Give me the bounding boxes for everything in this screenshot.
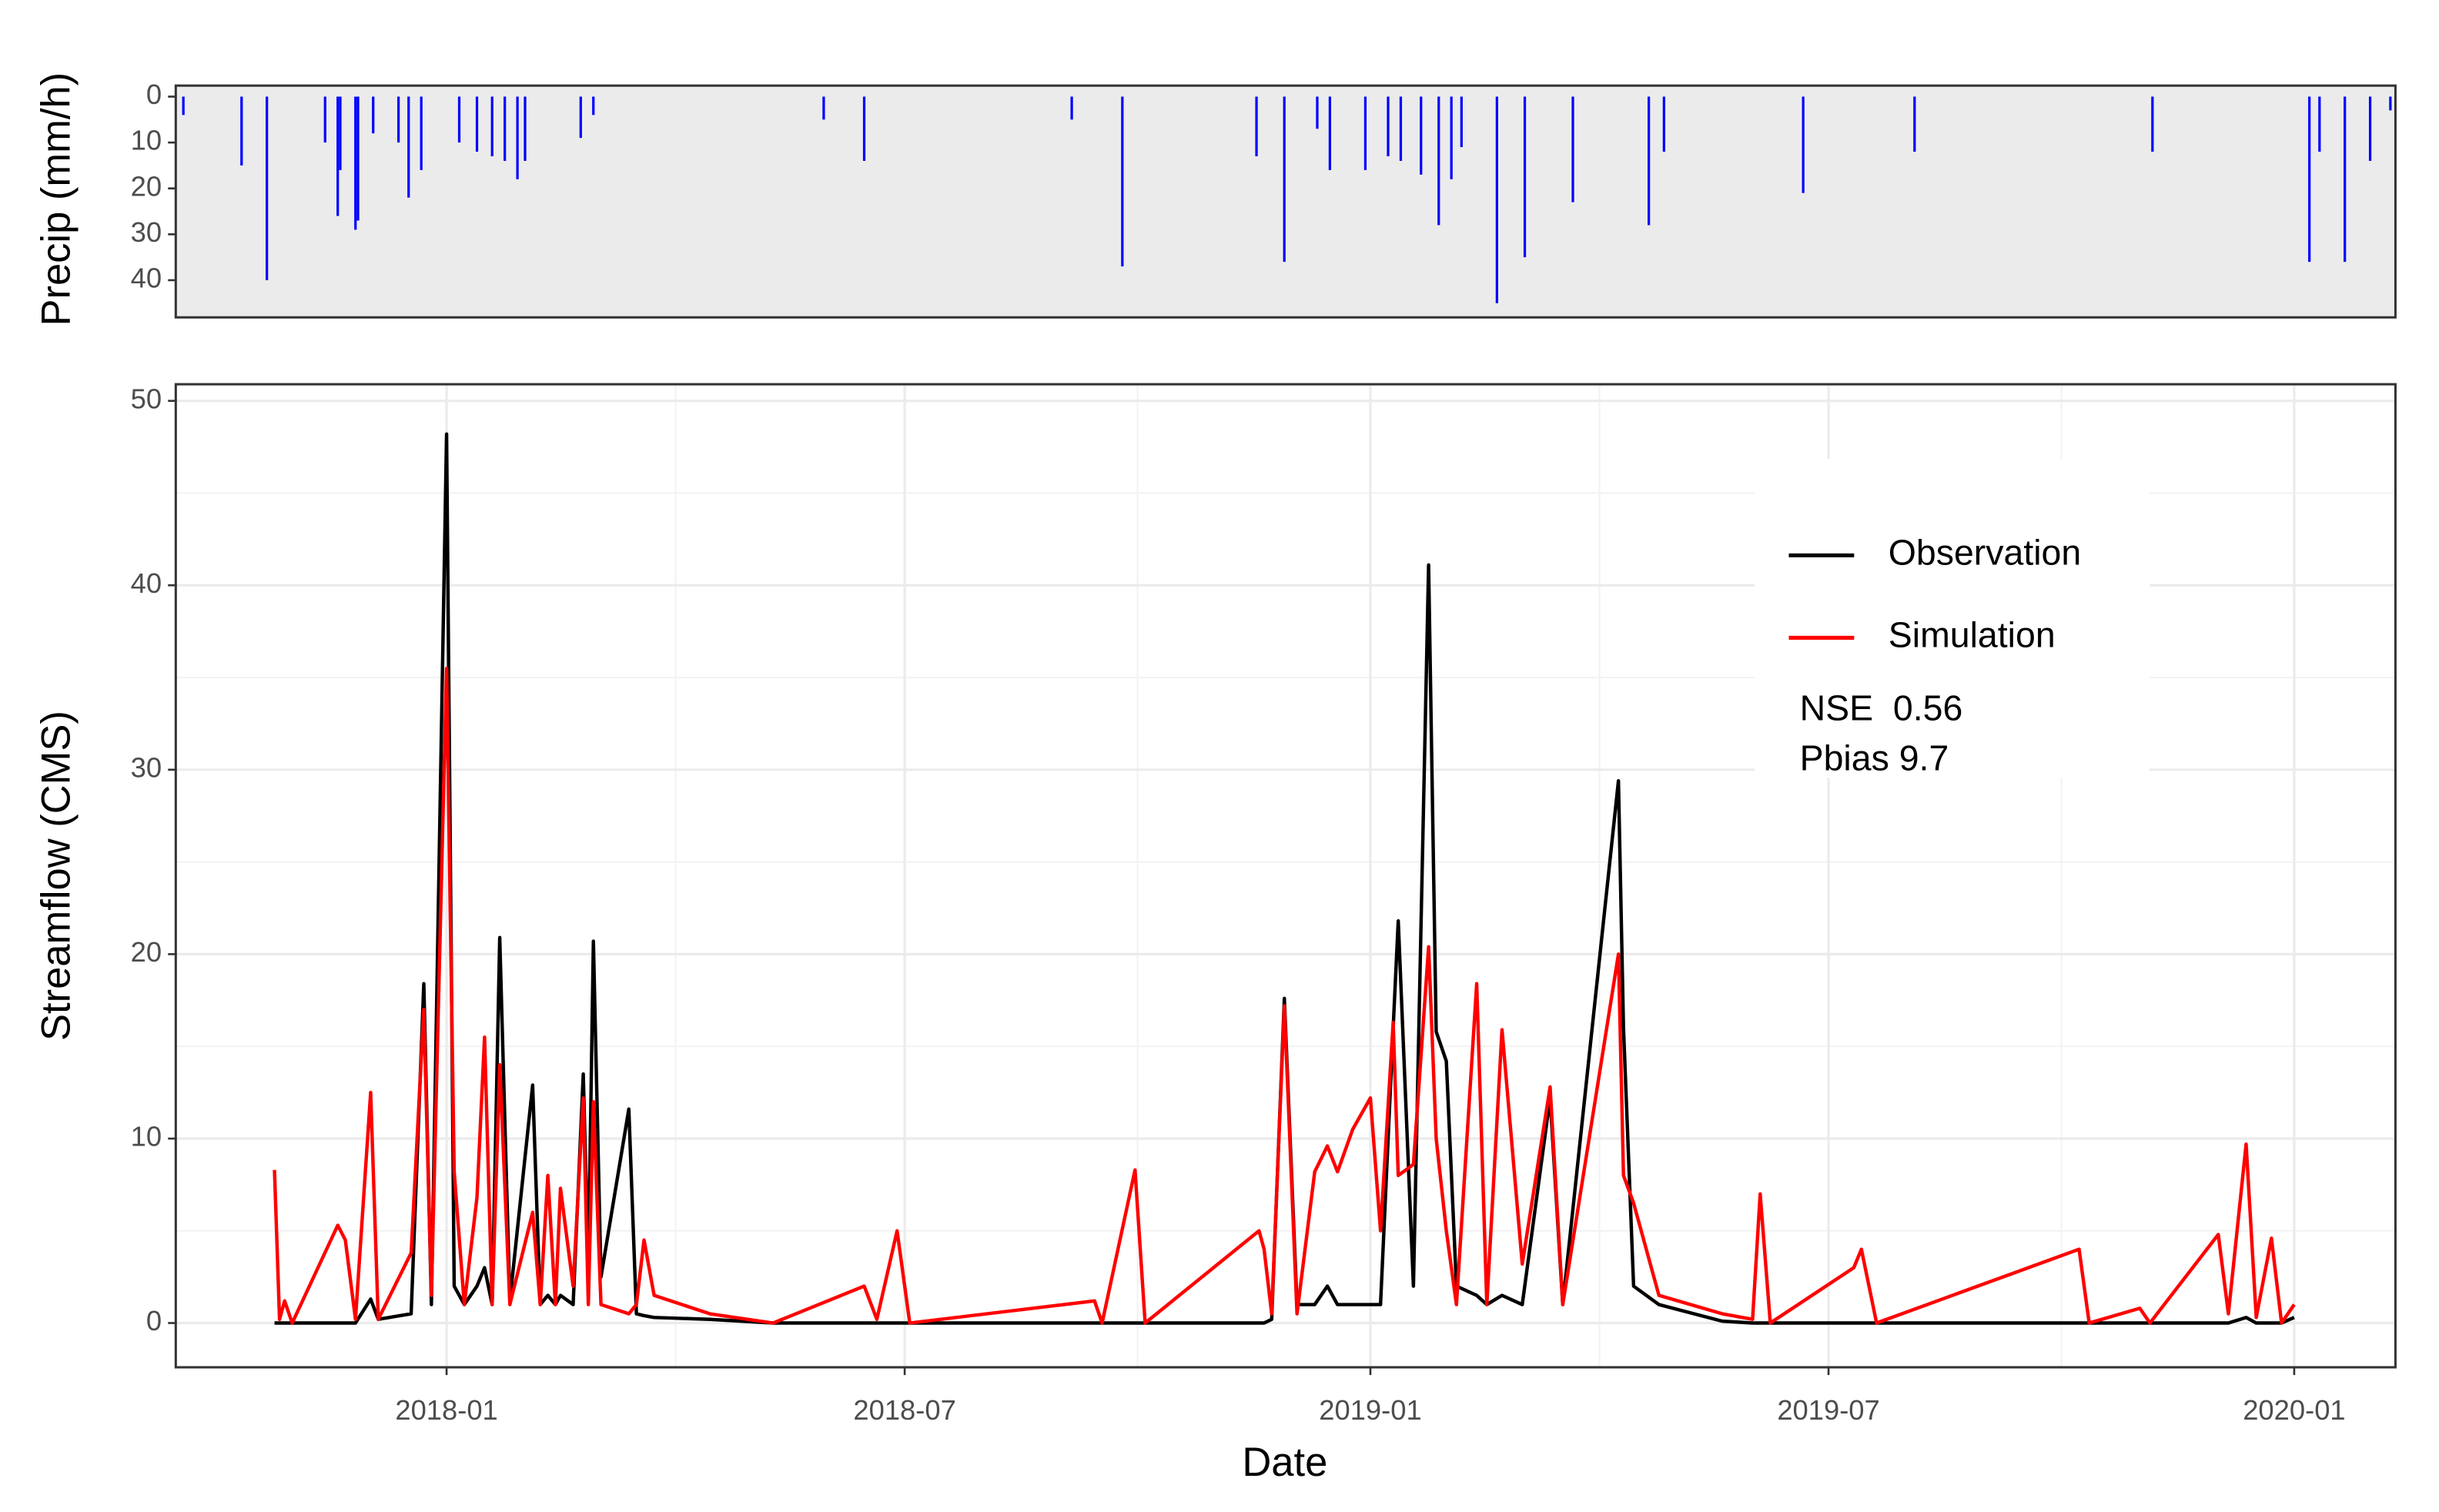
precip-bar	[2368, 96, 2372, 161]
precip-bar	[1648, 96, 1651, 226]
precip-bar	[1328, 96, 1332, 170]
precip-bar	[1255, 96, 1258, 157]
x-axis-title: Date	[1242, 1440, 1327, 1485]
y-tick-label: 0	[146, 1305, 162, 1336]
precip-bar	[1495, 96, 1498, 303]
precip-bar	[504, 96, 507, 161]
precip-bar	[2318, 96, 2321, 152]
flow-chart: 0 10 20 30 40 50 2018-01 2018-07 2019-01 2019-07 2…	[131, 383, 2396, 1426]
y-tick-label: 30	[131, 751, 162, 783]
precip-bar	[457, 96, 461, 143]
flow-line	[274, 432, 2295, 1325]
y-tick-label: 30	[131, 216, 162, 248]
precip-bar	[1437, 96, 1440, 226]
x-tick-label: 2019-01	[1319, 1394, 1421, 1426]
x-tick-label: 2018-07	[853, 1394, 955, 1426]
y-axis-title: Streamflow (CMS)	[34, 711, 79, 1041]
precip-bar	[1913, 96, 1916, 152]
legend-label: Simulation	[1889, 615, 2056, 655]
precip-bar	[822, 96, 825, 120]
precip-bar	[420, 96, 423, 170]
precip-bar	[2308, 96, 2311, 263]
y-axis-title: Precip (mm/h)	[34, 72, 79, 326]
y-tick-label: 0	[146, 79, 162, 110]
precip-bar	[323, 96, 326, 143]
precip-bar	[1070, 96, 1073, 120]
y-tick-label: 40	[131, 567, 162, 599]
precip-bar	[1571, 96, 1574, 202]
precip-bar	[516, 96, 519, 179]
flow-line	[273, 666, 2296, 1325]
y-tick-label: 20	[131, 170, 162, 202]
precip-bar	[407, 96, 410, 198]
x-tick-label: 2020-01	[2243, 1394, 2345, 1426]
precip-bar	[862, 96, 866, 161]
precip-bar	[1316, 96, 1319, 129]
precip-bar	[396, 96, 400, 143]
legend-box	[1755, 459, 2150, 778]
precip-bar	[182, 96, 185, 115]
precip-bar	[266, 96, 269, 280]
precip-bar	[1363, 96, 1367, 170]
precip-bar	[354, 96, 357, 230]
precip-bar	[240, 96, 243, 166]
precip-bar	[1387, 96, 1390, 157]
precip-bar	[1450, 96, 1453, 179]
y-tick-label: 10	[131, 125, 162, 156]
precip-bar	[475, 96, 479, 152]
precip-bar	[339, 96, 342, 170]
precip-bar	[1283, 96, 1286, 263]
y-tick-label: 50	[131, 383, 162, 414]
x-tick-label: 2018-01	[395, 1394, 497, 1426]
precip-bar	[2151, 96, 2154, 152]
precip-panel	[176, 85, 2396, 318]
y-tick-label: 20	[131, 936, 162, 968]
precip-bar	[1420, 96, 1423, 175]
annotation: NSE 0.56	[1800, 688, 1963, 728]
precip-bar	[356, 96, 360, 221]
precip-bar	[372, 96, 375, 134]
precip-bar	[579, 96, 582, 139]
precip-border	[174, 84, 2397, 319]
precip-bar	[1121, 96, 1124, 267]
precip-bar	[592, 96, 595, 115]
precip-bar	[1460, 96, 1463, 148]
precip-bar	[524, 96, 527, 161]
y-tick-label: 10	[131, 1121, 162, 1152]
precip-bar	[490, 96, 493, 157]
y-tick-label: 40	[131, 263, 162, 294]
legend-label: Observation	[1889, 533, 2081, 573]
precip-chart: 0 10 20 30 40	[131, 79, 2392, 303]
precip-bar	[336, 96, 340, 216]
flow-border	[174, 383, 2397, 1369]
precip-bar	[2389, 96, 2392, 111]
precip-bar	[1662, 96, 1665, 152]
precip-bar	[1399, 96, 1403, 161]
annotation: Pbias 9.7	[1800, 738, 1949, 778]
x-tick-label: 2019-07	[1777, 1394, 1879, 1426]
precip-bar	[1523, 96, 1527, 258]
precip-bar	[2344, 96, 2347, 263]
precip-bar	[1802, 96, 1805, 193]
